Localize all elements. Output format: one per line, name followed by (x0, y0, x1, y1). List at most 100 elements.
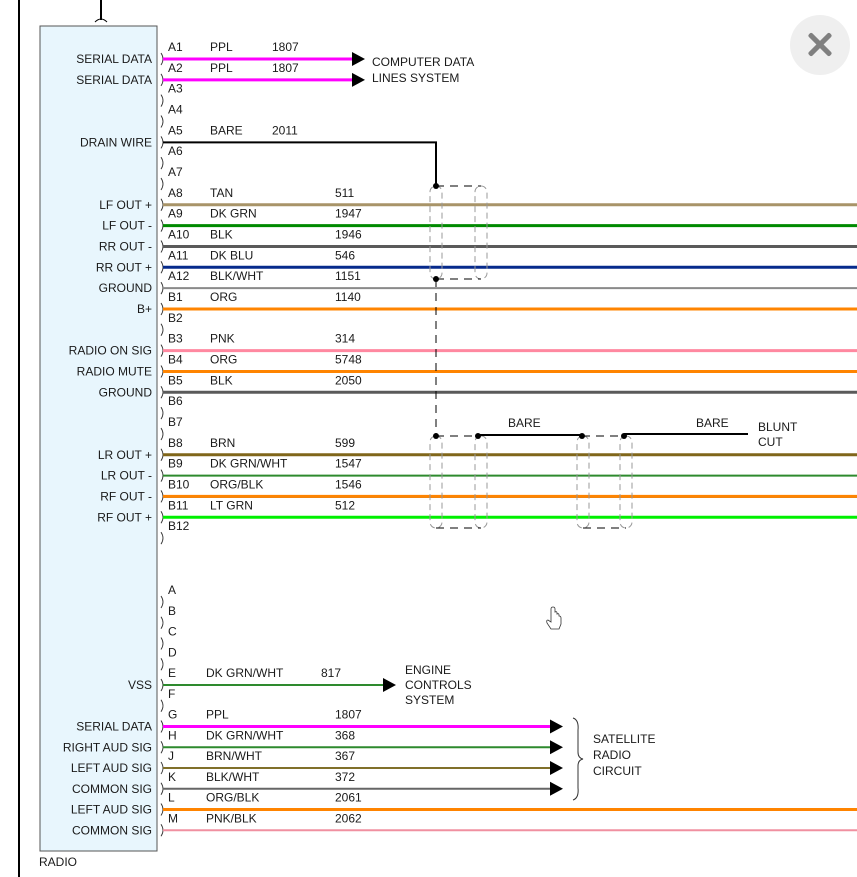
pin-row-K: K COMMON SIG BLK/WHT 372 (72, 770, 563, 796)
pin-label: A8 (168, 186, 183, 200)
pin-label: B11 (168, 498, 189, 512)
pin-row-A: A (160, 583, 176, 609)
pin-function-label: GROUND (99, 385, 153, 399)
pin-row-B11: B11 RF OUT + LT GRN 512 (97, 498, 857, 524)
shield-oval (619, 435, 633, 529)
terminal-mark (160, 741, 164, 754)
splice-dot (621, 433, 627, 439)
arrow-icon (383, 678, 396, 692)
terminal-mark (160, 761, 164, 775)
arrow-icon (550, 761, 563, 775)
bare-label: BARE (696, 416, 729, 430)
terminal-mark (160, 720, 164, 733)
blunt-cut-label: BLUNT (758, 420, 798, 434)
wire-color-label: ORG/BLK (206, 791, 259, 805)
wire-color-label: BRN/WHT (206, 749, 263, 763)
pin-label: A (168, 583, 176, 597)
terminal-mark (160, 448, 164, 462)
wire-color-label: DK BLU (210, 248, 253, 262)
pin-label: A5 (168, 123, 183, 137)
terminal-mark (160, 531, 164, 545)
terminal-mark (160, 595, 164, 609)
pin-function-label: GROUND (99, 281, 153, 295)
pin-row-A1: A1 SERIAL DATA PPL 1807 (76, 40, 365, 66)
circuit-number: 1807 (272, 61, 299, 75)
pin-function-label: RF OUT + (97, 510, 152, 524)
terminal-mark (160, 511, 164, 524)
wire-color-label: PNK/BLK (206, 811, 257, 825)
splice-dot (475, 433, 481, 439)
terminal-mark (160, 699, 164, 712)
pin-label: B (168, 604, 176, 618)
wire-color-label: LT GRN (210, 498, 253, 512)
terminal-mark (160, 198, 164, 212)
shield-oval (474, 435, 488, 529)
pin-row-D: D (160, 645, 177, 671)
pin-row-A8: A8 LF OUT + TAN 511 (99, 186, 857, 212)
pin-row-B6: B6 (160, 394, 183, 420)
wire-color-label: BLK/WHT (206, 770, 260, 784)
terminal-mark (160, 469, 164, 482)
circuit-number: 314 (335, 332, 355, 346)
pin-label: B6 (168, 394, 183, 408)
circuit-number: 368 (335, 728, 355, 742)
wire-color-label: ORG (210, 290, 237, 304)
close-button[interactable] (790, 15, 850, 75)
pin-function-label: RF OUT - (100, 489, 152, 503)
pin-row-J: J LEFT AUD SIG BRN/WHT 367 (71, 749, 563, 775)
pin-label: A1 (168, 40, 183, 54)
pin-function-label: SERIAL DATA (76, 52, 152, 66)
pin-label: M (168, 811, 178, 825)
pin-row-B9: B9 LR OUT - DK GRN/WHT 1547 (101, 457, 857, 483)
shield-oval (429, 185, 443, 280)
shield-oval (576, 435, 590, 529)
wire-color-label: TAN (210, 186, 233, 200)
terminal-mark (160, 177, 164, 191)
terminal-mark (160, 658, 164, 671)
splice-dot (433, 276, 439, 282)
hand-pointer-icon (546, 606, 562, 630)
pin-row-B: B (160, 604, 176, 629)
bare-label: BARE (508, 416, 541, 430)
terminal-mark (160, 136, 164, 149)
circuit-number: 1140 (335, 290, 361, 304)
pin-function-label: COMMON SIG (72, 782, 152, 796)
terminal-mark (160, 73, 164, 87)
wire-color-label: BARE (210, 123, 243, 137)
terminal-mark (160, 240, 164, 253)
circuit-number: 599 (335, 436, 355, 450)
pin-row-A11: A11 RR OUT + DK BLU 546 (96, 248, 857, 274)
pin-label: B7 (168, 415, 183, 429)
pin-row-B7: B7 (160, 415, 183, 441)
pin-row-B1: B1 B+ ORG 1140 (137, 290, 857, 316)
wire-color-label: PPL (210, 61, 233, 75)
shield-oval (474, 185, 488, 280)
pin-function-label: RR OUT - (99, 239, 152, 253)
terminal-mark (160, 365, 164, 378)
pin-function-label: LF OUT - (102, 219, 152, 233)
pin-row-A12: A12 GROUND BLK/WHT 1151 (99, 269, 857, 295)
arrow-icon (352, 52, 365, 66)
circuit-number: 2011 (272, 123, 298, 137)
pin-label: B2 (168, 311, 183, 325)
satellite-radio-label: CIRCUIT (593, 764, 642, 778)
pin-function-label: SERIAL DATA (76, 73, 152, 87)
shield-oval (429, 435, 443, 529)
wire-color-label: ORG/BLK (210, 477, 263, 491)
pin-row-A6: A6 (160, 144, 183, 170)
splice-dot (579, 433, 585, 439)
circuit-number: 511 (335, 186, 354, 200)
wire-color-label: ORG (210, 352, 237, 366)
terminal-mark (160, 115, 164, 128)
pin-label: B8 (168, 436, 183, 450)
arrow-icon (550, 781, 563, 796)
terminal-mark (160, 281, 164, 295)
circuit-number: 512 (335, 498, 355, 512)
wire-color-label: BRN (210, 436, 235, 450)
pin-label: C (168, 625, 177, 639)
terminal-mark (160, 637, 164, 650)
wire-color-label: DK GRN (210, 207, 257, 221)
pin-row-A4: A4 (160, 102, 183, 128)
